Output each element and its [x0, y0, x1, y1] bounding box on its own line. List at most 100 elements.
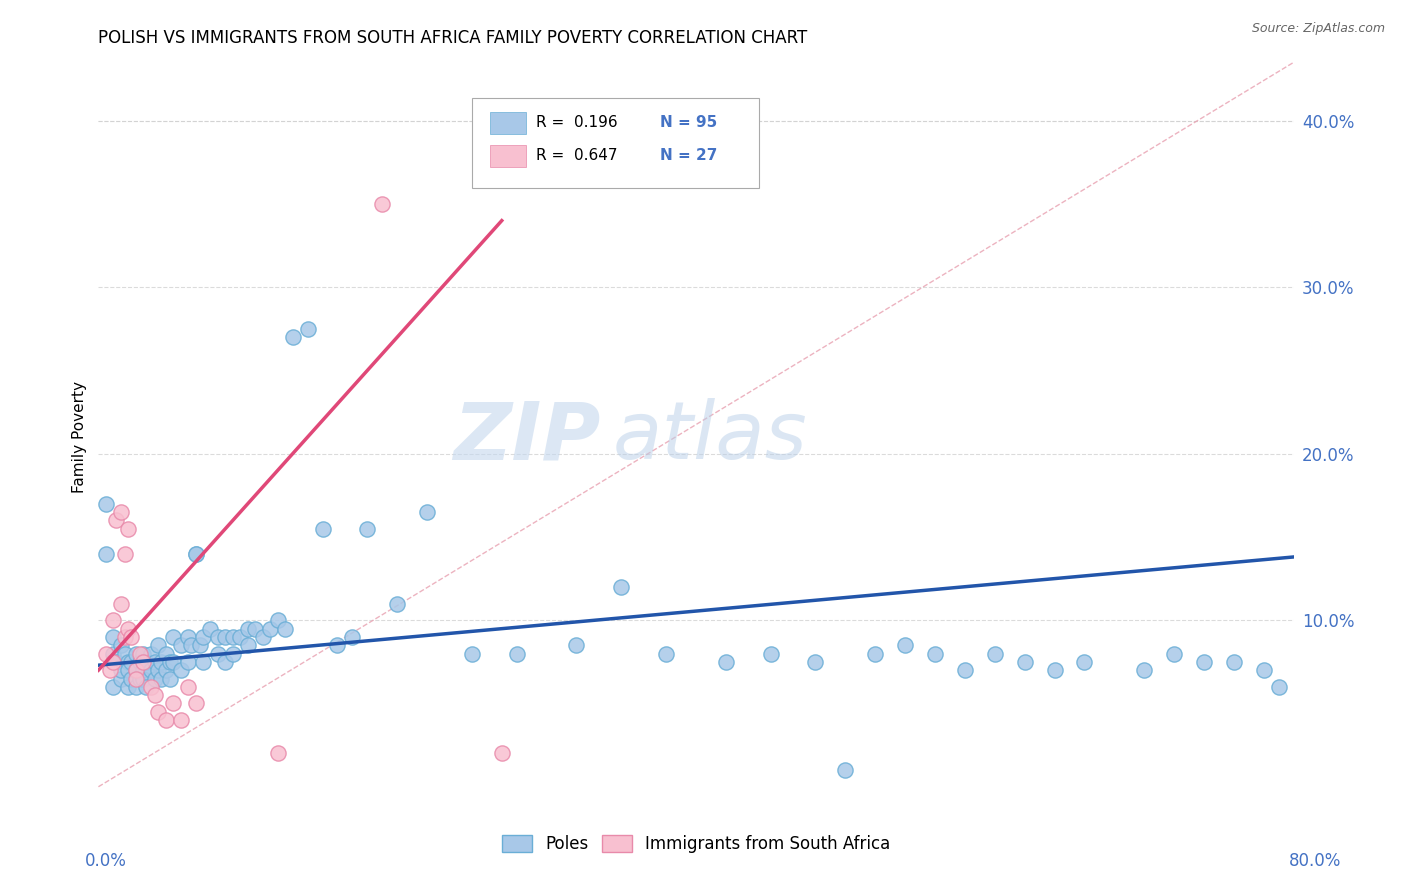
Point	[169, 638, 191, 652]
Point	[98, 663, 122, 677]
Point	[103, 613, 125, 627]
Point	[132, 663, 155, 677]
Text: 80.0%: 80.0%	[1288, 852, 1341, 870]
Point	[129, 655, 152, 669]
Point	[191, 655, 214, 669]
Point	[120, 655, 142, 669]
Point	[565, 638, 588, 652]
Point	[1253, 663, 1275, 677]
Point	[169, 663, 191, 677]
Point	[865, 647, 887, 661]
Point	[150, 672, 173, 686]
Point	[385, 597, 409, 611]
Point	[103, 680, 125, 694]
Point	[1163, 647, 1185, 661]
Point	[169, 713, 191, 727]
Point	[94, 647, 117, 661]
Point	[1192, 655, 1215, 669]
Point	[259, 622, 281, 636]
Text: N = 27: N = 27	[661, 148, 717, 163]
FancyBboxPatch shape	[472, 97, 759, 187]
Text: POLISH VS IMMIGRANTS FROM SOUTH AFRICA FAMILY POVERTY CORRELATION CHART: POLISH VS IMMIGRANTS FROM SOUTH AFRICA F…	[98, 29, 807, 47]
Y-axis label: Family Poverty: Family Poverty	[72, 381, 87, 493]
Point	[155, 647, 177, 661]
Point	[714, 655, 737, 669]
Point	[132, 672, 155, 686]
Point	[132, 655, 155, 669]
Point	[610, 580, 633, 594]
Point	[103, 655, 125, 669]
Point	[184, 547, 207, 561]
Point	[159, 672, 181, 686]
Point	[148, 705, 170, 719]
Point	[461, 647, 484, 661]
Point	[200, 622, 222, 636]
Point	[143, 688, 166, 702]
Point	[416, 505, 439, 519]
Point	[132, 647, 155, 661]
Point	[162, 630, 184, 644]
Point	[506, 647, 529, 661]
Point	[103, 630, 125, 644]
Point	[834, 763, 856, 777]
Text: atlas: atlas	[613, 398, 807, 476]
Point	[342, 630, 364, 644]
Point	[159, 655, 181, 669]
Text: Source: ZipAtlas.com: Source: ZipAtlas.com	[1251, 22, 1385, 36]
Point	[953, 663, 976, 677]
Point	[326, 638, 349, 652]
Point	[150, 655, 173, 669]
Point	[759, 647, 782, 661]
Point	[1223, 655, 1246, 669]
Point	[804, 655, 827, 669]
Point	[162, 655, 184, 669]
Point	[114, 547, 136, 561]
Point	[274, 622, 297, 636]
Point	[139, 663, 162, 677]
Point	[191, 630, 214, 644]
Point	[155, 713, 177, 727]
Legend: Poles, Immigrants from South Africa: Poles, Immigrants from South Africa	[495, 828, 897, 860]
Point	[148, 663, 170, 677]
Point	[117, 655, 139, 669]
Point	[1267, 680, 1289, 694]
Point	[222, 630, 245, 644]
Point	[139, 680, 162, 694]
Point	[125, 663, 148, 677]
Point	[207, 630, 229, 644]
Point	[1133, 663, 1156, 677]
Point	[184, 697, 207, 711]
Point	[110, 597, 132, 611]
Point	[125, 663, 148, 677]
Point	[236, 638, 259, 652]
Point	[214, 630, 236, 644]
Point	[94, 547, 117, 561]
Point	[207, 647, 229, 661]
Point	[236, 622, 259, 636]
Point	[148, 638, 170, 652]
Point	[222, 647, 245, 661]
Point	[655, 647, 678, 661]
Point	[139, 647, 162, 661]
Point	[114, 647, 136, 661]
Text: ZIP: ZIP	[453, 398, 600, 476]
Point	[143, 672, 166, 686]
Point	[143, 655, 166, 669]
Point	[177, 680, 200, 694]
Point	[125, 680, 148, 694]
Point	[177, 630, 200, 644]
Point	[155, 663, 177, 677]
Point	[180, 638, 202, 652]
Point	[103, 647, 125, 661]
Point	[129, 672, 152, 686]
Point	[117, 663, 139, 677]
Point	[1014, 655, 1036, 669]
Point	[120, 672, 142, 686]
Point	[135, 655, 157, 669]
Point	[311, 522, 333, 536]
Point	[267, 747, 290, 761]
Point	[188, 638, 211, 652]
Point	[162, 697, 184, 711]
Point	[117, 680, 139, 694]
Point	[110, 505, 132, 519]
